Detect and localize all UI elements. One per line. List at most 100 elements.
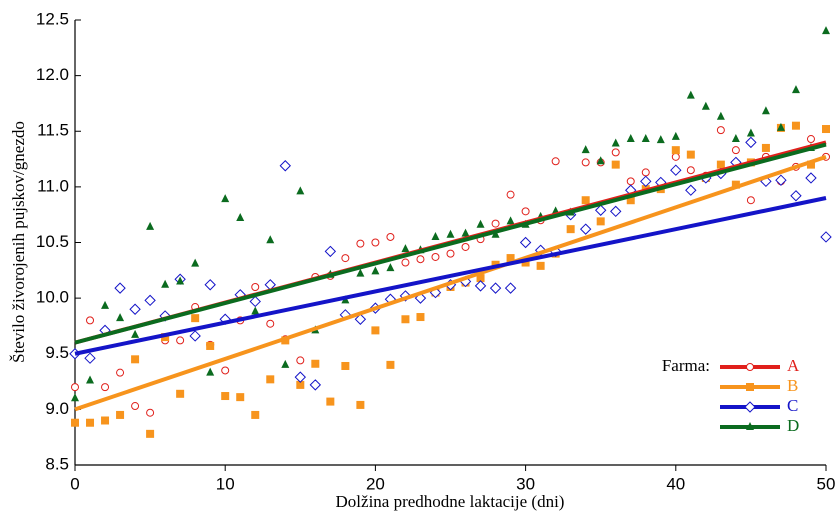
- point: [790, 190, 802, 202]
- point: [324, 245, 337, 258]
- point: [341, 361, 350, 370]
- point: [626, 134, 635, 143]
- point: [416, 313, 425, 322]
- point: [716, 160, 725, 169]
- point: [521, 258, 530, 267]
- point: [266, 375, 275, 384]
- point: [581, 145, 590, 154]
- point: [626, 177, 635, 186]
- point: [371, 326, 380, 335]
- trend-line: [74, 142, 827, 345]
- point: [446, 249, 455, 258]
- point: [761, 106, 770, 115]
- point: [519, 236, 532, 249]
- point: [746, 196, 755, 205]
- point: [236, 393, 245, 402]
- point: [640, 175, 652, 188]
- point: [491, 219, 500, 228]
- point: [249, 295, 261, 308]
- point: [251, 283, 260, 291]
- point: [670, 164, 682, 176]
- point: [356, 268, 365, 277]
- point: [579, 223, 592, 235]
- legend-label: B: [787, 376, 798, 395]
- point: [356, 239, 365, 248]
- point: [116, 313, 125, 322]
- x-tick-label: 10: [216, 474, 235, 493]
- point: [371, 266, 380, 275]
- legend-marker: [746, 363, 754, 371]
- y-tick-label: 12.5: [36, 9, 69, 28]
- point: [251, 306, 260, 315]
- point: [191, 258, 200, 267]
- point: [144, 294, 156, 307]
- point: [309, 379, 322, 391]
- point: [776, 122, 785, 131]
- point: [189, 330, 201, 342]
- point: [805, 172, 817, 184]
- point: [791, 121, 800, 130]
- point: [731, 146, 740, 155]
- point: [131, 355, 140, 364]
- point: [822, 26, 830, 35]
- point: [701, 101, 710, 110]
- point: [86, 316, 95, 325]
- y-tick-label: 11.0: [37, 176, 69, 195]
- point: [775, 174, 787, 186]
- point: [204, 279, 216, 291]
- point: [401, 258, 410, 267]
- y-tick-label: 10.5: [36, 232, 69, 251]
- point: [101, 416, 110, 425]
- point: [476, 274, 485, 283]
- legend-label: D: [787, 416, 799, 435]
- point: [294, 371, 307, 383]
- point: [116, 410, 125, 419]
- point: [386, 232, 395, 241]
- point: [822, 125, 830, 134]
- point: [371, 238, 380, 247]
- point: [326, 397, 335, 406]
- point: [281, 359, 290, 368]
- point: [506, 254, 515, 263]
- point: [341, 254, 350, 263]
- point: [129, 303, 141, 315]
- point: [206, 341, 215, 350]
- point: [581, 196, 590, 205]
- legend-title: Farma:: [662, 356, 710, 375]
- legend-marker: [744, 401, 756, 413]
- point: [671, 146, 680, 155]
- point: [474, 280, 487, 292]
- point: [476, 219, 485, 228]
- point: [71, 393, 79, 402]
- y-tick-label: 9.5: [45, 343, 69, 362]
- point: [161, 279, 170, 288]
- x-axis-label: Dolžina predhodne laktacije (dni): [336, 492, 565, 511]
- point: [626, 196, 635, 205]
- point: [791, 85, 800, 94]
- point: [761, 143, 770, 152]
- point: [461, 228, 470, 237]
- point: [266, 319, 275, 328]
- point: [506, 216, 515, 225]
- point: [716, 126, 725, 135]
- point: [521, 207, 530, 216]
- point: [431, 231, 440, 240]
- point: [641, 134, 650, 143]
- x-tick-label: 20: [366, 474, 385, 493]
- point: [446, 229, 455, 238]
- point: [176, 389, 185, 398]
- point: [101, 383, 110, 392]
- point: [611, 160, 620, 169]
- point: [610, 205, 622, 218]
- point: [71, 383, 79, 392]
- point: [686, 166, 695, 175]
- point: [716, 111, 725, 120]
- point: [191, 314, 200, 323]
- y-axis-label: Število živorojenih pujskov/gnezdo: [9, 121, 28, 363]
- point: [146, 408, 155, 417]
- point: [146, 221, 155, 230]
- point: [296, 356, 305, 365]
- point: [611, 148, 620, 157]
- point: [236, 213, 245, 222]
